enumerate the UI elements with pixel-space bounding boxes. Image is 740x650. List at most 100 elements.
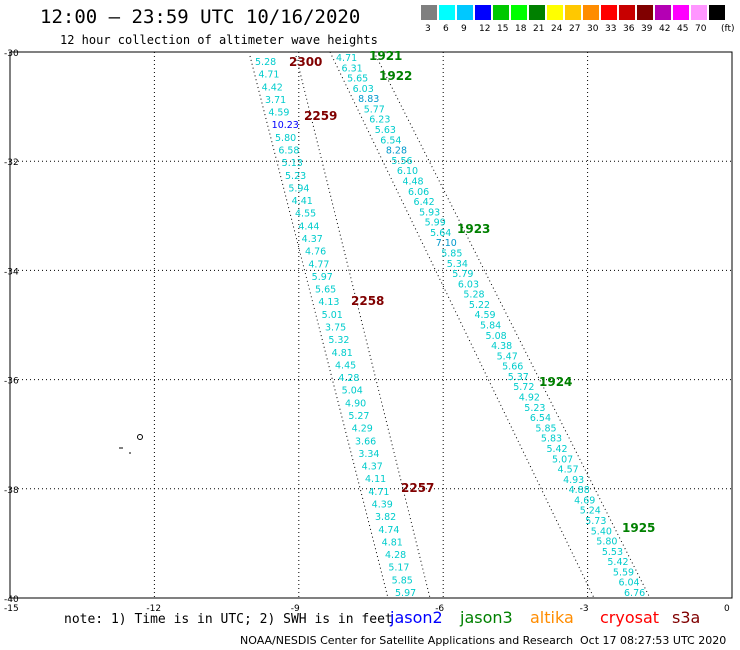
wave-height-value: 5.01 — [322, 310, 343, 321]
map-frame — [9, 51, 733, 599]
wave-height-value: 4.90 — [345, 398, 366, 409]
wave-height-value: 4.76 — [305, 247, 326, 258]
wave-height-value: 5.84 — [480, 321, 501, 332]
legend-label: 12 — [479, 24, 491, 34]
wave-height-value: 5.80 — [596, 537, 617, 548]
legend-label: 70 — [695, 24, 707, 34]
wave-height-value: 5.56 — [391, 156, 412, 167]
wave-height-value: 5.99 — [425, 218, 446, 229]
wave-height-value: 5.63 — [375, 125, 396, 136]
satellite-label-jason3: jason3 — [460, 608, 513, 627]
wave-height-value: 3.71 — [265, 95, 286, 106]
legend-swatch — [511, 5, 527, 20]
wave-height-value: 5.23 — [524, 403, 545, 414]
wave-height-value: 5.07 — [552, 454, 573, 465]
time-label: 1924 — [539, 375, 572, 389]
wave-height-value: 6.42 — [414, 197, 435, 208]
time-label: 1925 — [622, 521, 655, 535]
wave-height-value: 4.88 — [569, 485, 590, 496]
legend-swatch — [655, 5, 671, 20]
legend-swatch — [709, 5, 725, 20]
wave-height-value: 6.10 — [397, 166, 418, 177]
wave-height-value: 4.45 — [335, 360, 356, 371]
legend-label: 3 — [425, 24, 431, 34]
time-label: 1921 — [369, 49, 402, 63]
legend-swatch — [547, 5, 563, 20]
wave-height-value: 4.13 — [318, 297, 339, 308]
swath-edge-line — [295, 55, 431, 599]
legend-label: 24 — [551, 24, 563, 34]
legend-label: 9 — [461, 24, 467, 34]
wave-height-value: 5.53 — [602, 547, 623, 558]
wave-height-value: 6.03 — [458, 279, 479, 290]
wave-height-value: 5.97 — [312, 272, 333, 283]
footer-note: note: 1) Time is in UTC; 2) SWH is in fe… — [64, 612, 393, 627]
wave-height-value: 5.34 — [447, 259, 468, 270]
swath-edge-line — [329, 51, 595, 599]
wave-height-value: 5.32 — [328, 335, 349, 346]
legend-swatch — [601, 5, 617, 20]
map-title: 12:00 – 23:59 UTC 10/16/2020 — [40, 6, 361, 28]
time-label: 2259 — [304, 109, 337, 123]
wave-height-value: 5.22 — [469, 300, 490, 311]
lon-tick-label: -15 — [4, 604, 19, 614]
legend-label: 36 — [623, 24, 635, 34]
legend-label: 45 — [677, 24, 689, 34]
wave-height-value: 4.71 — [368, 487, 389, 498]
island-shape — [137, 434, 143, 440]
wave-height-value: 4.11 — [365, 474, 386, 485]
wave-height-value: 5.13 — [282, 158, 303, 169]
wave-height-value: 4.77 — [308, 259, 329, 270]
lat-tick-label: -30 — [4, 49, 19, 59]
swath-edge-line — [249, 55, 389, 599]
legend-unit: (ft) — [721, 24, 735, 34]
wave-height-value: 5.37 — [508, 372, 529, 383]
wave-height-value: 4.48 — [402, 176, 423, 187]
legend-label: 21 — [533, 24, 545, 34]
wave-height-value: 5.28 — [255, 57, 276, 68]
wave-height-value: 4.28 — [385, 550, 406, 561]
wave-height-value: 5.28 — [463, 290, 484, 301]
wave-height-value: 5.40 — [591, 526, 612, 537]
wave-height-value: 6.03 — [353, 84, 374, 95]
wave-height-value: 3.66 — [355, 436, 376, 447]
wave-height-value: 4.37 — [302, 234, 323, 245]
time-label: 1922 — [379, 69, 412, 83]
wave-height-value: 6.76 — [624, 588, 645, 599]
wave-height-value: 6.54 — [380, 135, 401, 146]
wave-height-value: 4.81 — [332, 348, 353, 359]
wave-height-value: 5.83 — [541, 434, 562, 445]
wave-height-value: 5.85 — [392, 575, 413, 586]
wave-height-value: 5.73 — [585, 516, 606, 527]
generated-timestamp: Oct 17 08:27:53 UTC 2020 — [580, 634, 727, 647]
wave-height-value: 5.27 — [348, 411, 369, 422]
time-label: 2300 — [289, 55, 322, 69]
wave-height-value: 3.34 — [358, 449, 379, 460]
wave-height-value: 8.28 — [386, 146, 407, 157]
lat-tick-label: -32 — [4, 158, 19, 168]
legend-swatch — [691, 5, 707, 20]
lon-tick-label: 0 — [724, 604, 730, 614]
wave-height-value: 5.65 — [347, 74, 368, 85]
lon-tick-label: -3 — [580, 604, 589, 614]
legend-label: 42 — [659, 24, 671, 34]
satellite-label-jason2: jason2 — [390, 608, 443, 627]
wave-height-value: 4.28 — [338, 373, 359, 384]
lat-tick-label: -38 — [4, 486, 19, 496]
legend-swatch — [493, 5, 509, 20]
wave-height-value: 4.57 — [558, 465, 579, 476]
wave-height-value: 5.79 — [452, 269, 473, 280]
satellite-label-cryosat: cryosat — [600, 608, 660, 627]
wave-height-value: 5.42 — [607, 557, 628, 568]
wave-height-value: 6.31 — [342, 63, 363, 74]
wave-height-value: 4.42 — [262, 82, 283, 93]
lon-tick-label: -12 — [146, 604, 161, 614]
legend-swatch — [673, 5, 689, 20]
legend-swatch — [583, 5, 599, 20]
satellite-label-altika: altika — [530, 608, 574, 627]
wave-height-value: 4.74 — [378, 525, 399, 536]
satellite-label-s3a: s3a — [672, 608, 701, 627]
wave-height-value: 4.92 — [519, 393, 540, 404]
time-label: 2258 — [351, 294, 384, 308]
wave-height-value: 6.54 — [530, 413, 551, 424]
